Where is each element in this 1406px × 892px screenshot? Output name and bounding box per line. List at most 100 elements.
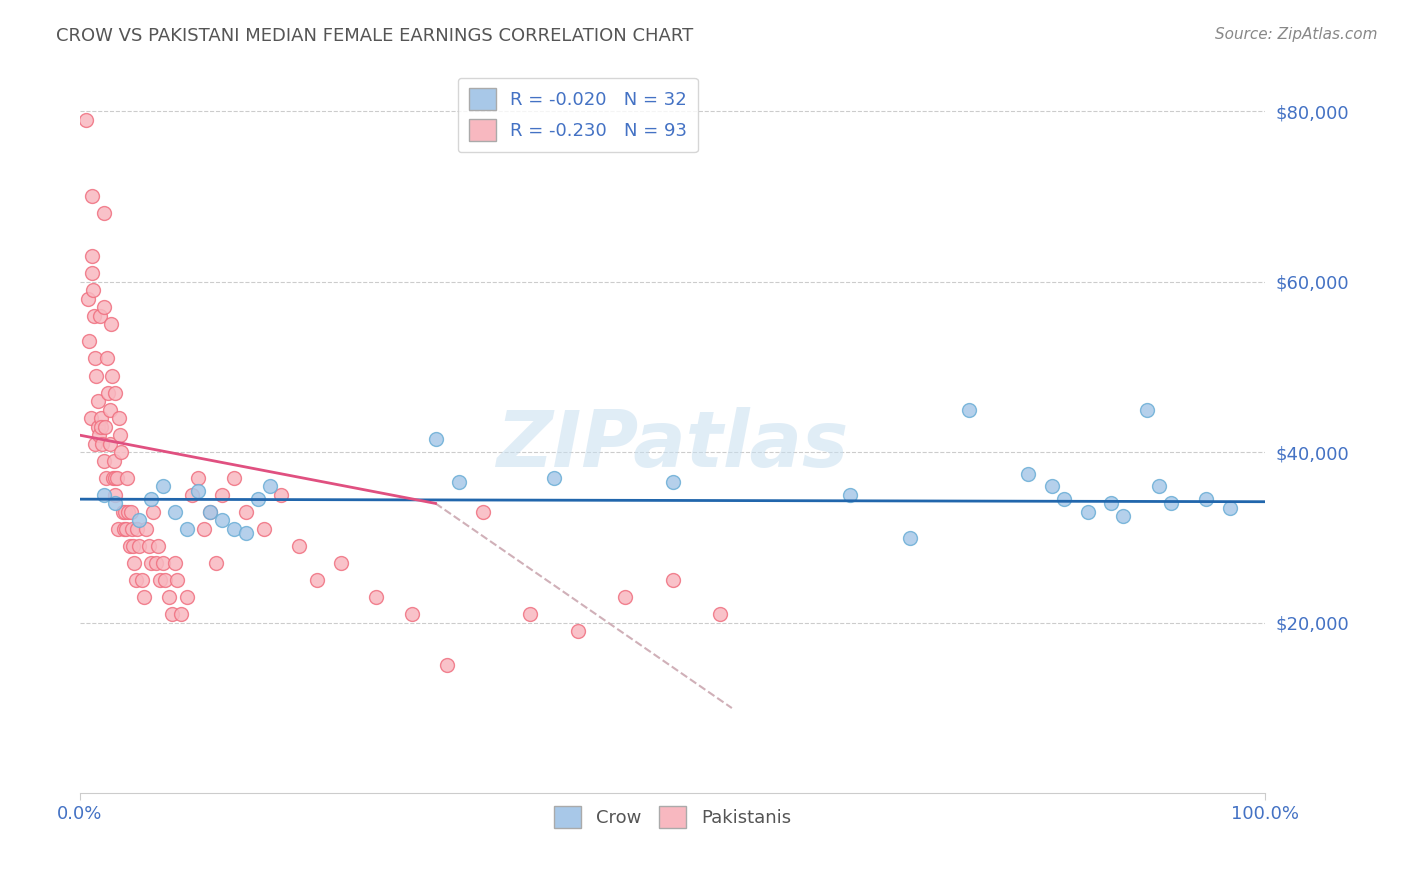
Point — [145, 556, 167, 570]
Point — [1053, 492, 1076, 507]
Point — [1112, 509, 1135, 524]
Point — [104, 385, 127, 400]
Point — [567, 624, 589, 639]
Point — [957, 402, 980, 417]
Point — [118, 539, 141, 553]
Point — [87, 428, 110, 442]
Point — [104, 488, 127, 502]
Point — [90, 411, 112, 425]
Point — [82, 283, 104, 297]
Point — [96, 351, 118, 366]
Point — [211, 513, 233, 527]
Point — [181, 488, 204, 502]
Point — [1219, 500, 1241, 515]
Point — [89, 309, 111, 323]
Point — [139, 492, 162, 507]
Point — [80, 189, 103, 203]
Point — [94, 471, 117, 485]
Point — [222, 471, 245, 485]
Point — [104, 496, 127, 510]
Point — [104, 471, 127, 485]
Point — [94, 419, 117, 434]
Point — [142, 505, 165, 519]
Point — [163, 556, 186, 570]
Point — [103, 454, 125, 468]
Point — [114, 505, 136, 519]
Point — [252, 522, 274, 536]
Point — [112, 522, 135, 536]
Point — [79, 411, 101, 425]
Point — [169, 607, 191, 622]
Point — [121, 522, 143, 536]
Point — [193, 522, 215, 536]
Point — [162, 607, 184, 622]
Point — [117, 471, 139, 485]
Point — [661, 573, 683, 587]
Point — [139, 556, 162, 570]
Point — [329, 556, 352, 570]
Text: Source: ZipAtlas.com: Source: ZipAtlas.com — [1215, 27, 1378, 42]
Point — [222, 522, 245, 536]
Point — [155, 573, 177, 587]
Point — [200, 505, 222, 519]
Point — [614, 591, 637, 605]
Point — [108, 411, 131, 425]
Point — [135, 522, 157, 536]
Point — [86, 368, 108, 383]
Point — [1040, 479, 1063, 493]
Point — [152, 556, 174, 570]
Point — [122, 539, 145, 553]
Point — [898, 531, 921, 545]
Point — [111, 505, 134, 519]
Point — [449, 475, 471, 489]
Point — [101, 471, 124, 485]
Text: ZIPatlas: ZIPatlas — [496, 408, 849, 483]
Point — [128, 513, 150, 527]
Point — [401, 607, 423, 622]
Point — [519, 607, 541, 622]
Point — [132, 591, 155, 605]
Point — [98, 436, 121, 450]
Point — [100, 318, 122, 332]
Legend: Crow, Pakistanis: Crow, Pakistanis — [547, 798, 799, 835]
Point — [152, 479, 174, 493]
Point — [97, 385, 120, 400]
Point — [86, 394, 108, 409]
Point — [84, 351, 107, 366]
Point — [1076, 505, 1098, 519]
Point — [288, 539, 311, 553]
Point — [108, 428, 131, 442]
Text: CROW VS PAKISTANI MEDIAN FEMALE EARNINGS CORRELATION CHART: CROW VS PAKISTANI MEDIAN FEMALE EARNINGS… — [56, 27, 693, 45]
Point — [709, 607, 731, 622]
Point — [75, 112, 97, 127]
Point — [235, 526, 257, 541]
Point — [471, 505, 494, 519]
Point — [149, 573, 172, 587]
Point — [425, 433, 447, 447]
Point — [366, 591, 388, 605]
Point — [163, 505, 186, 519]
Point — [84, 436, 107, 450]
Point — [138, 539, 160, 553]
Point — [128, 539, 150, 553]
Point — [93, 454, 115, 468]
Point — [146, 539, 169, 553]
Point — [131, 573, 153, 587]
Point — [105, 471, 128, 485]
Point — [91, 436, 114, 450]
Point — [259, 479, 281, 493]
Point — [79, 334, 101, 349]
Point — [124, 573, 146, 587]
Point — [1136, 402, 1159, 417]
Point — [1160, 496, 1182, 510]
Point — [1099, 496, 1122, 510]
Point — [1195, 492, 1218, 507]
Point — [120, 505, 142, 519]
Point — [187, 483, 209, 498]
Point — [246, 492, 269, 507]
Point — [543, 471, 565, 485]
Point — [235, 505, 257, 519]
Point — [125, 522, 148, 536]
Point — [77, 292, 100, 306]
Point — [80, 249, 103, 263]
